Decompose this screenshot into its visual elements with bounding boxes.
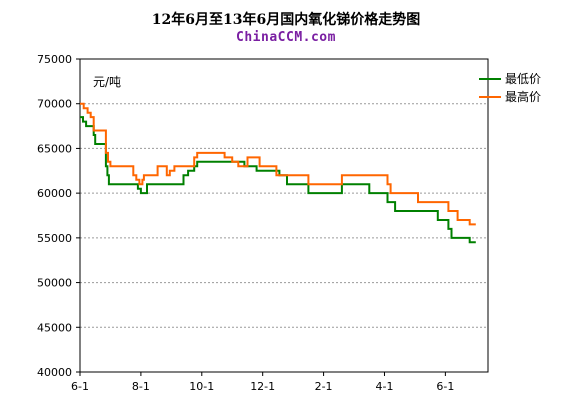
x-tick-label: 12-1 (250, 380, 275, 393)
chart-title: 12年6月至13年6月国内氧化锑价格走势图 (151, 12, 421, 28)
y-tick-label: 75000 (37, 53, 72, 66)
x-tick-label: 2-1 (315, 380, 333, 393)
plot-area-frame (79, 58, 489, 373)
y-axis: 40000 45000 50000 55000 60000 65000 70000 75000 (37, 53, 80, 379)
y-tick-label: 60000 (37, 187, 72, 200)
y-tick-label: 50000 (37, 277, 72, 290)
series-line-2 (80, 102, 476, 226)
legend-label: 最高价 (505, 89, 541, 104)
grid-layer (80, 103, 488, 328)
x-tick-label: 8-1 (132, 380, 150, 393)
y-axis-unit-label: 元/吨 (93, 75, 121, 89)
y-tick-label: 65000 (37, 142, 72, 155)
y-tick-label: 45000 (37, 321, 72, 334)
y-tick-label: 40000 (37, 366, 72, 379)
x-axis: 6-1 8-1 10-1 12-1 2-1 4-1 6-1 (71, 372, 454, 393)
x-tick-label: 6-1 (71, 380, 89, 393)
x-tick-label: 6-1 (436, 380, 454, 393)
legend-label: 最低价 (505, 72, 541, 86)
x-tick-label: 4-1 (375, 380, 393, 393)
y-tick-label: 70000 (37, 98, 72, 111)
y-tick-label: 55000 (37, 232, 72, 245)
chart-subtitle: ChinaCCM.com (236, 30, 336, 45)
x-tick-label: 10-1 (189, 380, 214, 393)
series-layer (80, 102, 476, 244)
